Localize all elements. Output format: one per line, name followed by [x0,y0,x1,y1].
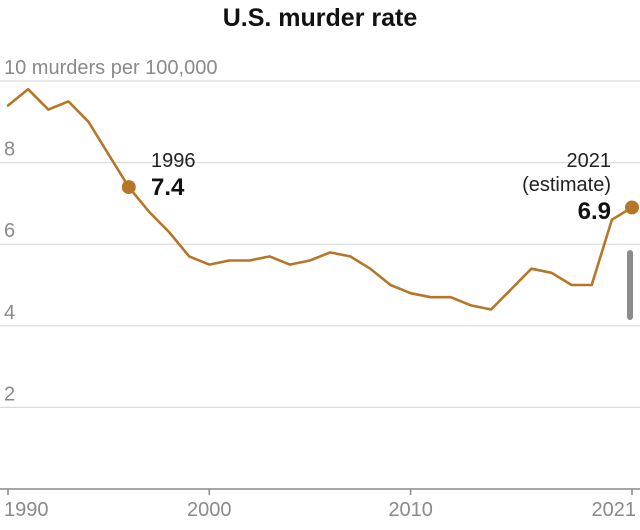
annotation-value-1996: 7.4 [151,174,185,201]
x-tick-label-2021: 2021 [592,499,637,521]
scrollbar-thumb[interactable] [627,250,633,320]
annotation-dot-2021 [625,200,639,215]
annotation-year-1996: 1996 [151,150,196,172]
y-tick-label-8: 8 [4,139,15,161]
annotation-note-2021: (estimate) [522,174,611,196]
chart-title: U.S. murder rate [223,4,418,32]
y-tick-label-2: 2 [4,383,15,405]
y-tick-label-10: 10 murders per 100,000 [4,57,217,79]
series-line-murder-rate [6,87,634,311]
y-tick-label-6: 6 [4,220,15,242]
x-tick-labels: 1990 2000 2010 2021 [4,489,636,521]
x-tick-label-2010: 2010 [388,499,433,521]
gridlines [0,80,640,408]
y-tick-label-4: 4 [4,302,15,324]
y-tick-labels: 10 murders per 100,000 8 6 4 2 [4,57,217,405]
annotation-year-2021: 2021 [567,150,612,172]
annotation-dot-1996 [121,180,136,195]
annotation-value-2021: 6.9 [578,198,611,225]
x-tick-label-1990: 1990 [4,499,49,521]
x-tick-label-2000: 2000 [187,499,232,521]
